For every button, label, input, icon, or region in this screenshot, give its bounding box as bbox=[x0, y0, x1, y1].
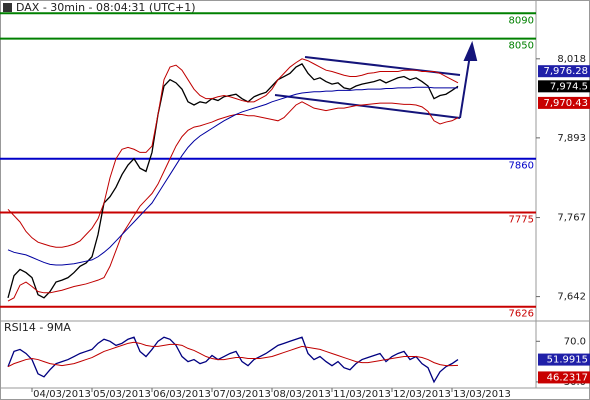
x-tick-label: 07/03/2013 bbox=[213, 389, 271, 400]
y-tick-label: 7,642 bbox=[557, 292, 586, 303]
arrow-head bbox=[463, 40, 478, 61]
y-tick-label: 7,767 bbox=[557, 213, 586, 224]
level-label: 7860 bbox=[509, 161, 534, 172]
x-tick-label: 08/03/2013 bbox=[273, 389, 331, 400]
series-line bbox=[7, 336, 459, 384]
rsi-title: RSI14 - 9MA bbox=[4, 321, 71, 334]
title-icon bbox=[3, 3, 12, 12]
price-marker-label: 7,974.5 bbox=[550, 81, 588, 92]
price-marker bbox=[538, 80, 590, 93]
price-marker bbox=[538, 96, 590, 109]
chart-title: DAX - 30min - 08:04:31 (UTC+1) bbox=[16, 1, 196, 14]
series-line bbox=[7, 101, 459, 302]
price-marker-label: 46.2317 bbox=[547, 372, 588, 383]
price-marker-label: 7,970.43 bbox=[543, 98, 588, 109]
arrow-shaft bbox=[459, 54, 471, 119]
level-label: 7626 bbox=[509, 309, 534, 320]
price-marker-label: 7,976.28 bbox=[543, 66, 588, 77]
price-marker bbox=[538, 353, 590, 366]
price-marker-label: 51.9915 bbox=[547, 355, 588, 366]
series-line bbox=[7, 341, 459, 368]
level-label: 8090 bbox=[509, 15, 534, 26]
y-tick-label: 7,893 bbox=[557, 133, 586, 144]
y-tick-label: 70.0 bbox=[564, 336, 586, 347]
price-marker bbox=[538, 65, 590, 78]
x-tick-label: 06/03/2013 bbox=[153, 389, 211, 400]
y-tick-label: 8,018 bbox=[557, 54, 586, 65]
series-line bbox=[7, 63, 459, 299]
x-tick-label: 13/03/2013 bbox=[453, 389, 511, 400]
x-tick-label: 12/03/2013 bbox=[393, 389, 451, 400]
x-tick-label: 05/03/2013 bbox=[93, 389, 151, 400]
price-marker bbox=[538, 371, 590, 384]
level-label: 8050 bbox=[509, 41, 534, 52]
series-line bbox=[7, 58, 459, 248]
x-tick-label: 11/03/2013 bbox=[333, 389, 391, 400]
series-line bbox=[7, 86, 458, 266]
channel-lower bbox=[274, 94, 461, 119]
level-label: 7775 bbox=[509, 214, 534, 225]
x-tick-label: 04/03/2013 bbox=[33, 389, 91, 400]
